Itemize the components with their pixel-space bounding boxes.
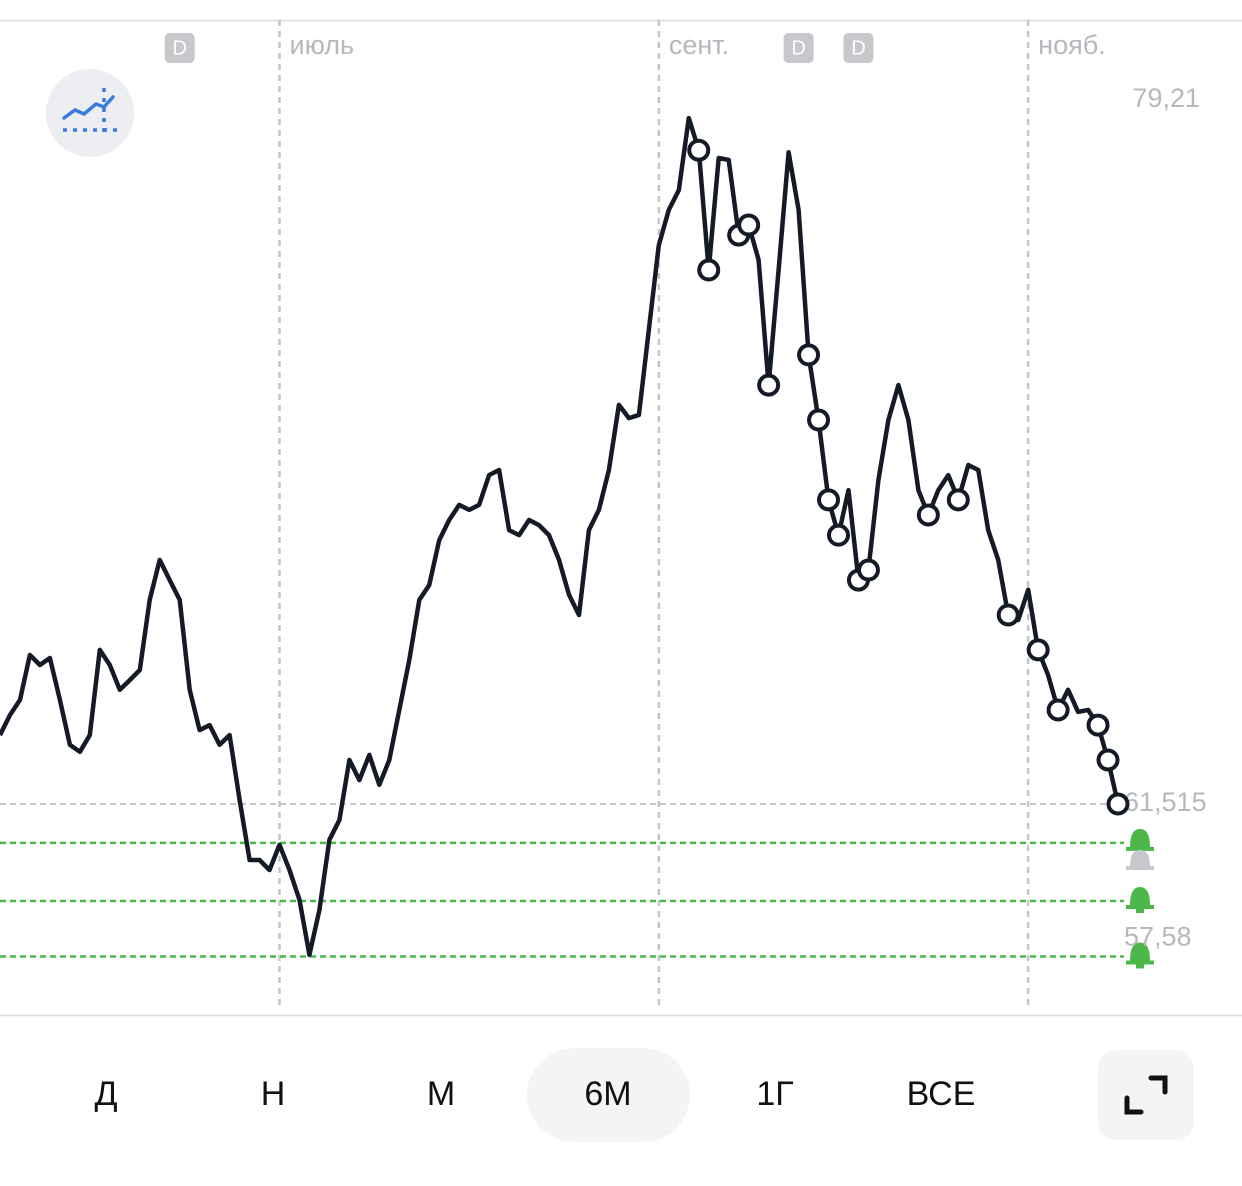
period-button[interactable]: 1Г bbox=[756, 1075, 793, 1113]
trade-point bbox=[856, 558, 880, 582]
event-label: D bbox=[851, 37, 865, 59]
indicator-button[interactable] bbox=[46, 69, 134, 157]
period-button[interactable]: 6М bbox=[584, 1075, 631, 1113]
y-tick-label: 79,21 bbox=[1132, 83, 1200, 113]
trade-point bbox=[797, 343, 821, 367]
trade-point bbox=[687, 138, 711, 162]
x-tick-label: июль bbox=[290, 30, 355, 60]
trade-point bbox=[697, 258, 721, 282]
trade-point bbox=[1086, 713, 1110, 737]
y-tick-label: 61,515 bbox=[1124, 787, 1207, 817]
fullscreen-icon bbox=[1124, 1075, 1168, 1115]
trade-point bbox=[996, 603, 1020, 627]
y-tick-label: 57,58 bbox=[1124, 922, 1192, 952]
alert-bell[interactable] bbox=[1126, 828, 1154, 855]
event-badge bbox=[164, 33, 195, 63]
trade-point bbox=[946, 488, 970, 512]
event-label: D bbox=[172, 37, 186, 59]
period-button[interactable]: Д bbox=[94, 1075, 117, 1113]
x-tick-label: сент. bbox=[669, 30, 729, 60]
period-button[interactable]: ВСЕ bbox=[907, 1075, 976, 1113]
alert-bell-inactive bbox=[1126, 850, 1154, 870]
fullscreen-button[interactable] bbox=[1098, 1050, 1194, 1140]
indicator-bg bbox=[46, 69, 134, 157]
fullscreen-bg bbox=[1098, 1050, 1194, 1140]
trade-point bbox=[1096, 748, 1120, 772]
selected-period-bg bbox=[527, 1048, 690, 1142]
trade-point bbox=[807, 408, 831, 432]
period-button[interactable]: Н bbox=[261, 1075, 286, 1113]
trade-point bbox=[1026, 638, 1050, 662]
event-badge bbox=[843, 33, 874, 63]
trade-point bbox=[757, 373, 781, 397]
event-label: D bbox=[791, 37, 805, 59]
trade-point bbox=[827, 523, 850, 547]
period-button[interactable]: М bbox=[427, 1075, 455, 1113]
trade-point bbox=[737, 213, 761, 237]
trade-point bbox=[1046, 698, 1070, 722]
trade-point bbox=[817, 488, 841, 512]
trade-point bbox=[916, 503, 940, 527]
price-line bbox=[0, 115, 1121, 958]
trade-point bbox=[1106, 792, 1130, 816]
alert-bell[interactable] bbox=[1126, 942, 1154, 969]
event-badge bbox=[783, 33, 814, 63]
x-tick-label: нояб. bbox=[1038, 30, 1106, 60]
indicator-icon bbox=[62, 95, 115, 120]
alert-bell[interactable] bbox=[1126, 887, 1154, 914]
